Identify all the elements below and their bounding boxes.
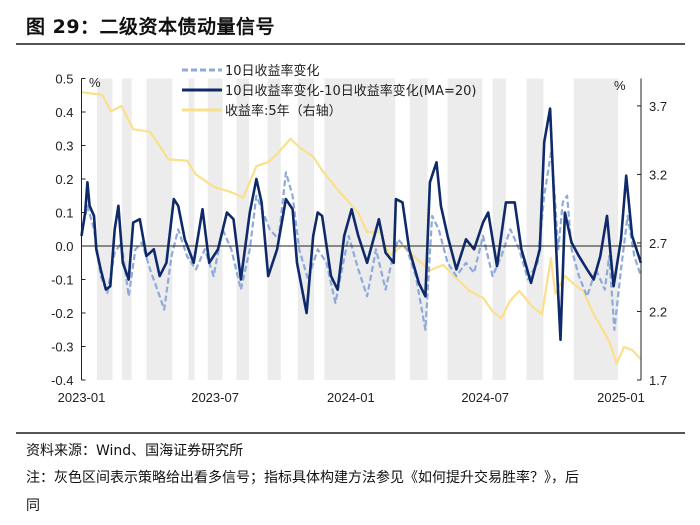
figure-title: 图 29：二级资本债动量信号 xyxy=(26,16,276,38)
left-tick-label: -0.2 xyxy=(51,306,73,321)
axes: 0.5 0.4 0.3 0.2 0.1 0.0 -0.1 -0.2 -0.3 -0.4 3.7 3.2… xyxy=(51,72,667,406)
x-tick-label: 2023-07 xyxy=(191,390,239,405)
left-tick-label: -0.1 xyxy=(51,273,73,288)
left-axis-unit: % xyxy=(89,75,101,90)
x-tick-label: 2024-07 xyxy=(461,390,509,405)
right-tick-label: 1.7 xyxy=(649,373,667,388)
left-tick-label: 0.2 xyxy=(55,172,73,187)
shaded-region xyxy=(236,78,250,380)
shaded-region xyxy=(324,78,396,380)
shaded-region xyxy=(207,78,223,380)
shaded-region xyxy=(492,78,506,380)
shaded-region xyxy=(297,78,314,380)
shaded-region xyxy=(146,78,173,380)
left-tick-label: 0.0 xyxy=(55,239,73,254)
shaded-region xyxy=(122,78,132,380)
shaded-region xyxy=(447,78,483,380)
left-tick-label: 0.3 xyxy=(55,139,73,154)
right-tick-label: 2.7 xyxy=(649,236,667,251)
legend-label-5y-yield: 收益率:5年（右轴） xyxy=(225,103,342,119)
x-tick-label: 2024-01 xyxy=(327,390,375,405)
x-tick-label: 2023-01 xyxy=(58,390,106,405)
shaded-region xyxy=(188,78,195,380)
left-tick-label: 0.4 xyxy=(55,105,73,120)
shaded-region xyxy=(409,78,428,380)
shaded-region xyxy=(96,78,113,380)
footnote-line-1: 注：灰色区间表示策略给出看多信号；指标具体构建方法参见《如何提升交易胜率？》，后 xyxy=(26,470,579,486)
legend-label-10d-change: 10日收益率变化 xyxy=(225,63,320,79)
left-tick-label: 0.1 xyxy=(55,206,73,221)
left-tick-label: 0.5 xyxy=(55,72,73,87)
right-tick-label: 3.7 xyxy=(649,99,667,114)
right-tick-label: 3.2 xyxy=(649,167,667,182)
title-divider xyxy=(16,43,685,45)
source-note: 资料来源：Wind、国海证券研究所 xyxy=(26,443,244,459)
right-axis-unit: % xyxy=(614,78,626,93)
left-tick-label: -0.3 xyxy=(51,340,73,355)
right-tick-label: 2.2 xyxy=(649,304,667,319)
legend: 10日收益率变化 10日收益率变化-10日收益率变化(MA=20) 收益率:5年… xyxy=(182,63,476,119)
legend-label-ma-diff: 10日收益率变化-10日收益率变化(MA=20) xyxy=(225,83,476,99)
footnote-line-2: 同 xyxy=(26,498,40,514)
footer-divider xyxy=(16,432,685,434)
series-line-1 xyxy=(80,107,643,342)
x-tick-label: 2025-01 xyxy=(597,390,645,405)
shaded-region xyxy=(573,78,619,380)
left-tick-label: -0.4 xyxy=(51,373,73,388)
series-line-0 xyxy=(80,147,642,331)
